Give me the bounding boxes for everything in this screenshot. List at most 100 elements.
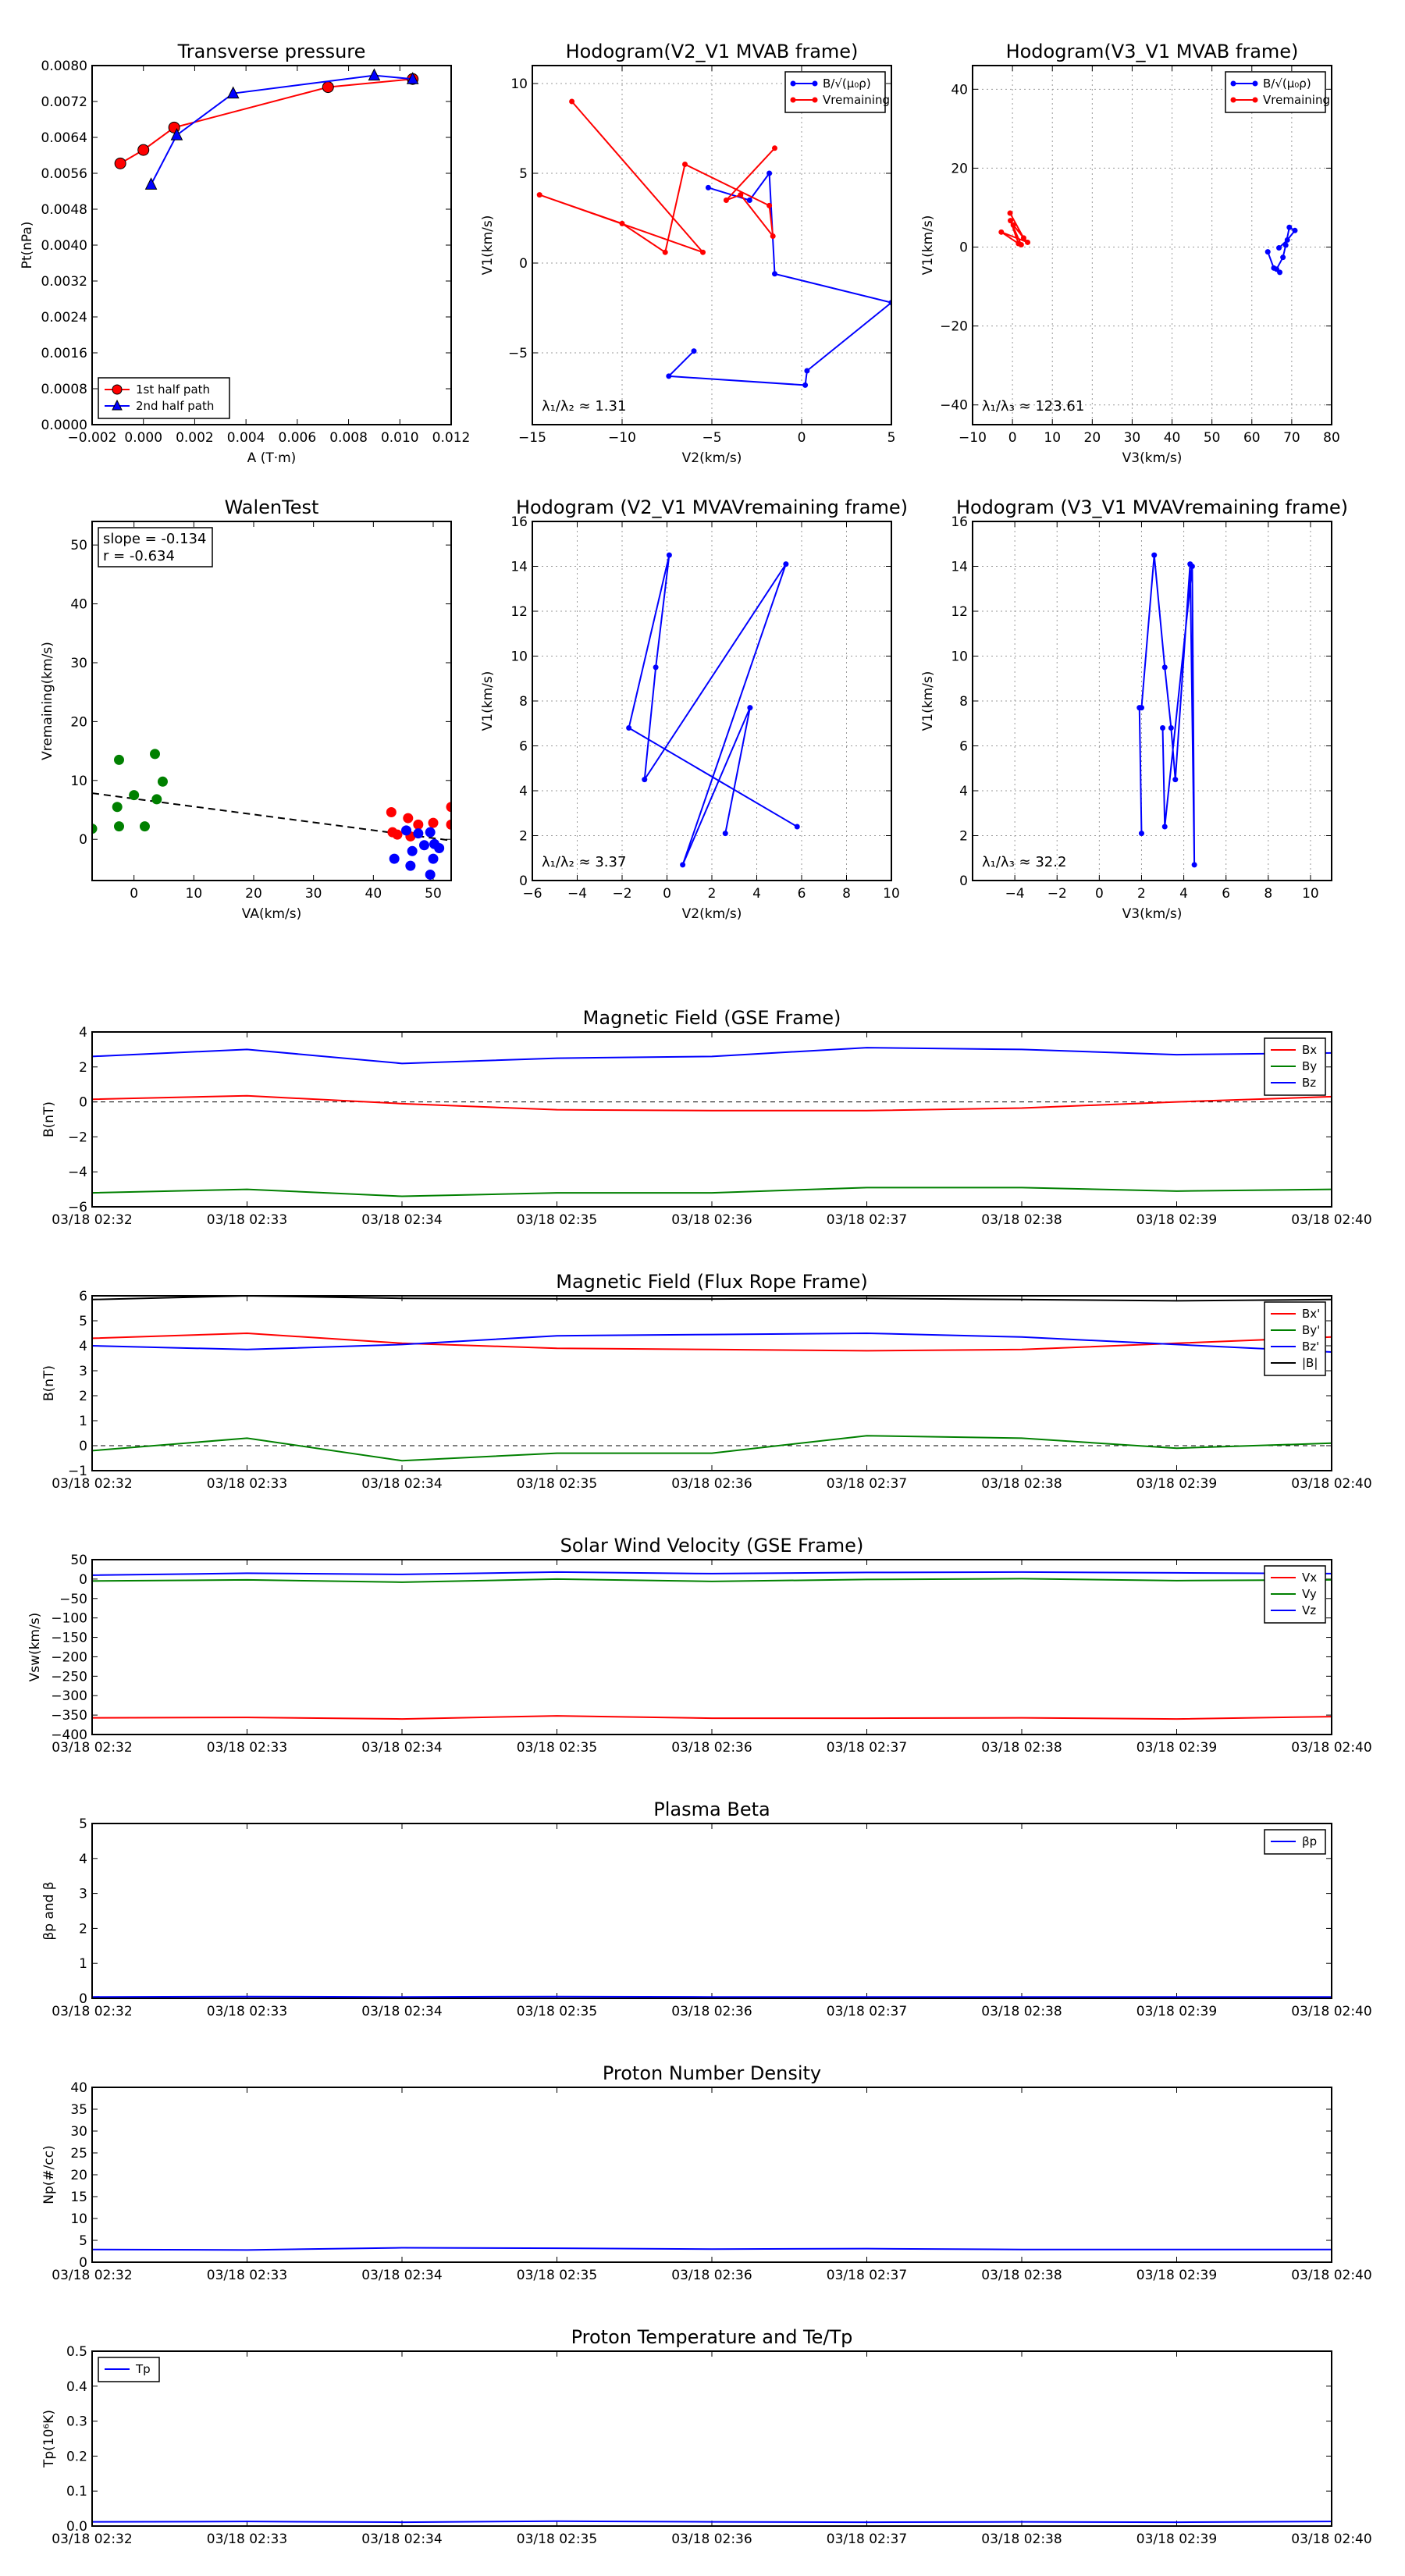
x-tick-label: −10 bbox=[608, 430, 636, 446]
y-tick-label: 0.3 bbox=[66, 2414, 87, 2430]
legend: B/√(μ₀ρ) Vremaining bbox=[784, 71, 890, 113]
legend-label: Bx' bbox=[1302, 1307, 1320, 1321]
x-tick-label: −15 bbox=[518, 430, 546, 446]
legend-label: Bx bbox=[1302, 1043, 1317, 1057]
data-point bbox=[1161, 824, 1168, 830]
eigenvalue-ratio: λ₁/λ₂ ≈ 1.31 bbox=[542, 398, 626, 415]
y-tick-label: 0.0048 bbox=[41, 202, 87, 218]
scatter-point bbox=[401, 825, 411, 836]
y-tick-label: −250 bbox=[51, 1669, 87, 1685]
data-point bbox=[226, 86, 240, 99]
x-tick-label: 10 bbox=[1302, 886, 1319, 902]
y-axis-label: V1(km/s) bbox=[480, 671, 496, 731]
data-point bbox=[1151, 552, 1158, 558]
series-line-vz bbox=[92, 1571, 1332, 1576]
plot-frame bbox=[91, 65, 452, 425]
series-line-bz bbox=[92, 1047, 1332, 1065]
data-point bbox=[368, 68, 381, 81]
legend-label: Vx bbox=[1302, 1571, 1317, 1585]
scatter-point bbox=[434, 843, 445, 854]
legend-label: Bz bbox=[1302, 1076, 1316, 1090]
y-tick-label: 10 bbox=[510, 649, 528, 665]
series-line-vremaining bbox=[539, 101, 776, 254]
chart-beta: 03/18 02:32 03/18 02:33 03/18 02:34 03/18 0… bbox=[41, 1799, 1372, 2019]
x-tick-label: 50 bbox=[425, 886, 442, 902]
y-tick-label: 20 bbox=[951, 161, 968, 176]
legend-label: By' bbox=[1302, 1323, 1320, 1337]
scatter-point bbox=[407, 845, 418, 856]
y-tick-label: −300 bbox=[51, 1688, 87, 1704]
y-tick-label: 12 bbox=[951, 604, 968, 620]
series-group bbox=[536, 98, 891, 388]
chart-title: Solar Wind Velocity (GSE Frame) bbox=[560, 1535, 864, 1557]
y-tick-label: 10 bbox=[70, 774, 87, 789]
y-tick-label: 2 bbox=[519, 829, 528, 845]
y-tick-label: 0 bbox=[79, 1991, 87, 2007]
chart-hodo_v2v1: −15 −10 −5 0 5 −5 0 5 10 Hodogram(V2_V1 MVAB fram… bbox=[480, 41, 895, 466]
data-point bbox=[1191, 862, 1197, 868]
legend-marker bbox=[1230, 97, 1236, 103]
y-tick-label: 0.0032 bbox=[41, 274, 87, 290]
plot-frame bbox=[91, 1559, 1332, 1735]
x-tick-label: 03/18 02:32 bbox=[52, 1476, 132, 1492]
y-tick-label: 50 bbox=[70, 1553, 87, 1568]
x-tick-label: 03/18 02:35 bbox=[517, 1740, 597, 1756]
y-tick-label: 2 bbox=[79, 1389, 87, 1404]
series-group bbox=[92, 1047, 1332, 1197]
x-tick-label: 03/18 02:34 bbox=[361, 1212, 442, 1228]
data-point bbox=[1292, 227, 1298, 233]
x-tick-label: 03/18 02:35 bbox=[517, 1476, 597, 1492]
x-tick-label: 03/18 02:35 bbox=[517, 2268, 597, 2283]
plot-frame bbox=[532, 65, 892, 425]
x-tick-label: 03/18 02:40 bbox=[1291, 2532, 1371, 2547]
y-tick-label: 0 bbox=[79, 1095, 87, 1111]
data-point bbox=[1160, 725, 1166, 731]
y-tick-label: 0 bbox=[519, 873, 528, 889]
scatter-point bbox=[419, 840, 429, 851]
x-tick-label: 0.004 bbox=[227, 430, 265, 446]
data-point bbox=[783, 561, 789, 568]
data-point bbox=[767, 170, 773, 176]
legend-marker bbox=[812, 80, 818, 87]
scatter-point bbox=[413, 828, 424, 839]
legend-box bbox=[1225, 71, 1326, 113]
regression-line bbox=[92, 792, 451, 841]
y-tick-label: 4 bbox=[79, 1025, 87, 1041]
x-axis-label: V2(km/s) bbox=[682, 450, 742, 466]
data-point bbox=[705, 184, 711, 190]
legend-label: By bbox=[1302, 1059, 1317, 1073]
series-line-b bbox=[1267, 226, 1297, 273]
x-tick-label: 40 bbox=[1164, 430, 1181, 446]
x-tick-label: 03/18 02:36 bbox=[671, 1212, 752, 1228]
y-tick-label: 5 bbox=[79, 1816, 87, 1832]
y-tick-label: 6 bbox=[79, 1289, 87, 1304]
data-point bbox=[1286, 224, 1293, 230]
x-tick-label: −4 bbox=[567, 886, 587, 902]
x-tick-label: 03/18 02:37 bbox=[827, 2268, 907, 2283]
y-tick-label: 0.0024 bbox=[41, 310, 87, 326]
scatter-point bbox=[139, 821, 150, 832]
y-tick-label: 25 bbox=[70, 2146, 87, 2161]
y-tick-label: 1 bbox=[79, 1414, 87, 1429]
chart-title: Proton Number Density bbox=[603, 2062, 821, 2084]
series-line-b bbox=[92, 1296, 1332, 1302]
y-tick-label: 6 bbox=[959, 739, 968, 755]
y-tick-label: 5 bbox=[79, 2233, 87, 2249]
y-tick-label: 4 bbox=[79, 1852, 87, 1867]
y-tick-label: 50 bbox=[70, 538, 87, 553]
x-tick-label: 03/18 02:36 bbox=[671, 1476, 752, 1492]
chart-hodo_v3v1: −10 0 10 20 30 40 50 60 70 80 −40 −20 0 20 40 Hodogram(… bbox=[920, 41, 1340, 466]
x-tick-label: 70 bbox=[1283, 430, 1300, 446]
series-line-series bbox=[92, 2247, 1332, 2251]
x-tick-label: 20 bbox=[1084, 430, 1101, 446]
x-tick-label: 03/18 02:32 bbox=[52, 1212, 132, 1228]
chart-title: Magnetic Field (Flux Rope Frame) bbox=[556, 1271, 867, 1293]
y-tick-label: 30 bbox=[70, 656, 87, 671]
y-tick-label: −50 bbox=[59, 1592, 87, 1607]
data-point bbox=[1264, 249, 1271, 255]
series-group bbox=[92, 2520, 1332, 2524]
y-tick-label: 0 bbox=[519, 256, 528, 272]
x-tick-label: 0.002 bbox=[176, 430, 214, 446]
x-tick-label: 10 bbox=[883, 886, 900, 902]
